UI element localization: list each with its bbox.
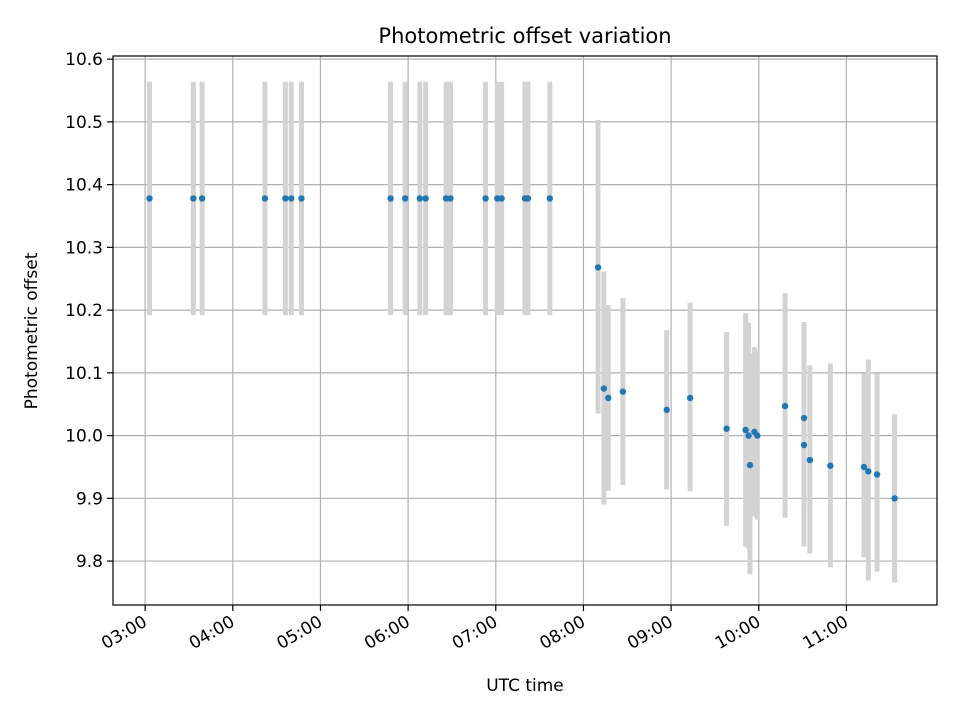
data-point [600,385,608,392]
data-point [800,414,808,422]
data-point [482,195,489,202]
chart-title: Photometric offset variation [378,24,671,48]
plot-frame [112,55,938,606]
y-axis-label: Photometric offset [22,252,42,409]
data-point [723,425,730,432]
data-point [806,456,814,464]
data-point [594,264,602,271]
data-point [498,195,505,202]
data-point [827,462,834,469]
data-point [686,394,694,402]
x-axis-label: UTC time [486,676,564,696]
data-point [745,432,752,439]
data-point [663,406,670,414]
data-point [546,195,554,202]
data-point [891,495,898,502]
data-points [146,195,898,502]
data-point [261,195,269,202]
data-point [401,195,409,202]
y-tick-label: 10.6 [65,50,103,70]
data-point [754,432,761,439]
y-tick-label: 10.2 [65,301,103,321]
data-point [190,195,197,202]
data-point [146,195,153,202]
y-tick-label: 10.4 [65,176,103,196]
data-point [860,463,868,471]
data-point [416,195,424,202]
data-point [873,471,881,478]
data-point [605,394,612,402]
data-point [282,195,289,202]
data-point [619,388,627,395]
data-point [447,195,454,202]
data-point [288,195,295,202]
y-tick-label: 10.0 [65,427,103,447]
data-point [781,402,789,410]
y-tick-label: 9.8 [76,552,103,572]
data-point [742,426,749,434]
data-point [298,195,305,202]
data-point [422,195,429,202]
y-tick-label: 10.3 [65,238,103,258]
y-tick-label: 9.9 [76,489,103,509]
data-point [198,195,206,202]
data-point [494,195,501,202]
data-point [865,468,872,475]
data-point [387,195,394,202]
data-point [746,461,754,469]
data-point [524,195,532,202]
data-point [800,441,808,449]
data-point [442,195,450,202]
y-tick-label: 10.1 [65,364,103,384]
y-tick-label: 10.5 [65,113,103,133]
